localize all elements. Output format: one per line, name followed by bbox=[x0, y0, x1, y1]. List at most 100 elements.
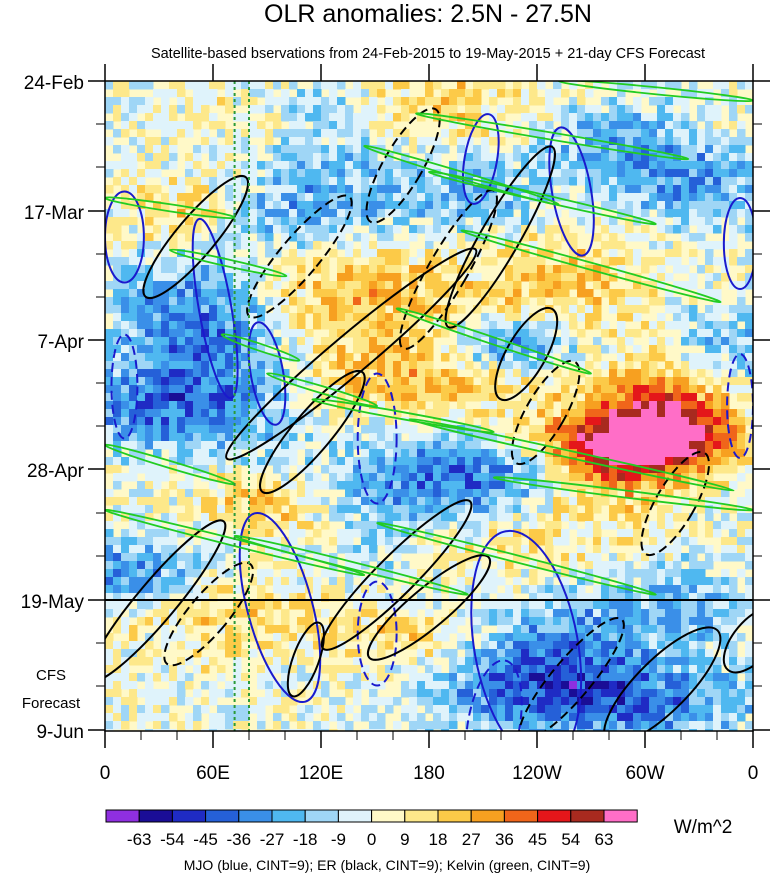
anomaly-cell bbox=[313, 641, 322, 650]
anomaly-cell bbox=[249, 441, 258, 450]
anomaly-cell bbox=[513, 553, 522, 562]
anomaly-cell bbox=[313, 361, 322, 370]
anomaly-cell bbox=[513, 673, 522, 682]
anomaly-cell bbox=[257, 465, 266, 474]
anomaly-cell bbox=[209, 161, 218, 170]
anomaly-cell bbox=[185, 481, 194, 490]
anomaly-cell bbox=[473, 553, 482, 562]
anomaly-cell bbox=[265, 593, 274, 602]
anomaly-cell bbox=[545, 585, 554, 594]
anomaly-cell bbox=[321, 377, 330, 386]
anomaly-cell bbox=[585, 593, 594, 602]
anomaly-cell bbox=[137, 497, 146, 506]
anomaly-cell bbox=[193, 105, 202, 114]
anomaly-cell bbox=[561, 625, 570, 634]
anomaly-cell bbox=[145, 385, 154, 394]
anomaly-cell bbox=[481, 593, 490, 602]
anomaly-cell bbox=[281, 569, 290, 578]
anomaly-cell bbox=[161, 105, 170, 114]
anomaly-cell bbox=[521, 233, 530, 242]
anomaly-cell bbox=[633, 449, 642, 458]
anomaly-cell bbox=[145, 545, 154, 554]
anomaly-cell bbox=[321, 641, 330, 650]
anomaly-cell bbox=[177, 121, 186, 130]
anomaly-cell bbox=[385, 81, 394, 90]
anomaly-cell bbox=[353, 617, 362, 626]
anomaly-cell bbox=[561, 265, 570, 274]
anomaly-cell bbox=[489, 457, 498, 466]
anomaly-cell bbox=[217, 441, 226, 450]
anomaly-cell bbox=[425, 649, 434, 658]
anomaly-cell bbox=[217, 273, 226, 282]
anomaly-cell bbox=[561, 569, 570, 578]
anomaly-cell bbox=[657, 521, 666, 530]
anomaly-cell bbox=[505, 233, 514, 242]
anomaly-cell bbox=[513, 481, 522, 490]
anomaly-cell bbox=[577, 177, 586, 186]
anomaly-cell bbox=[185, 625, 194, 634]
anomaly-cell bbox=[617, 473, 626, 482]
anomaly-cell bbox=[345, 137, 354, 146]
anomaly-cell bbox=[321, 193, 330, 202]
anomaly-cell bbox=[577, 145, 586, 154]
anomaly-cell bbox=[721, 361, 730, 370]
anomaly-cell bbox=[569, 97, 578, 106]
anomaly-cell bbox=[369, 249, 378, 258]
anomaly-cell bbox=[161, 177, 170, 186]
anomaly-cell bbox=[593, 433, 602, 442]
chart-subtitle: Satellite-based bservations from 24-Feb-… bbox=[151, 46, 705, 62]
anomaly-cell bbox=[657, 425, 666, 434]
anomaly-cell bbox=[521, 545, 530, 554]
anomaly-cell bbox=[417, 465, 426, 474]
anomaly-cell bbox=[265, 425, 274, 434]
anomaly-cell bbox=[329, 225, 338, 234]
anomaly-cell bbox=[409, 569, 418, 578]
anomaly-cell bbox=[321, 481, 330, 490]
anomaly-cell bbox=[601, 361, 610, 370]
anomaly-cell bbox=[385, 177, 394, 186]
anomaly-cell bbox=[681, 585, 690, 594]
anomaly-cell bbox=[425, 361, 434, 370]
anomaly-cell bbox=[137, 673, 146, 682]
anomaly-cell bbox=[617, 297, 626, 306]
anomaly-cell bbox=[249, 313, 258, 322]
anomaly-cell bbox=[113, 249, 122, 258]
anomaly-cell bbox=[145, 617, 154, 626]
anomaly-cell bbox=[537, 377, 546, 386]
anomaly-cell bbox=[545, 289, 554, 298]
anomaly-cell bbox=[545, 217, 554, 226]
anomaly-cell bbox=[697, 321, 706, 330]
anomaly-cell bbox=[305, 337, 314, 346]
anomaly-cell bbox=[329, 233, 338, 242]
anomaly-cell bbox=[489, 393, 498, 402]
anomaly-cell bbox=[265, 361, 274, 370]
anomaly-cell bbox=[137, 249, 146, 258]
anomaly-cell bbox=[545, 473, 554, 482]
anomaly-cell bbox=[529, 641, 538, 650]
anomaly-cell bbox=[353, 249, 362, 258]
anomaly-cell bbox=[537, 409, 546, 418]
anomaly-cell bbox=[713, 401, 722, 410]
anomaly-cell bbox=[561, 297, 570, 306]
anomaly-cell bbox=[745, 281, 753, 290]
anomaly-cell bbox=[721, 337, 730, 346]
anomaly-cell bbox=[729, 649, 738, 658]
anomaly-cell bbox=[657, 233, 666, 242]
anomaly-cell bbox=[697, 569, 706, 578]
anomaly-cell bbox=[649, 241, 658, 250]
anomaly-cell bbox=[241, 633, 250, 642]
anomaly-cell bbox=[457, 585, 466, 594]
anomaly-cell bbox=[385, 241, 394, 250]
anomaly-cell bbox=[649, 273, 658, 282]
anomaly-cell bbox=[465, 681, 474, 690]
anomaly-cell bbox=[161, 409, 170, 418]
anomaly-cell bbox=[569, 409, 578, 418]
anomaly-cell bbox=[569, 521, 578, 530]
anomaly-cell bbox=[225, 337, 234, 346]
anomaly-cell bbox=[593, 641, 602, 650]
anomaly-cell bbox=[393, 185, 402, 194]
anomaly-cell bbox=[617, 393, 626, 402]
anomaly-cell bbox=[409, 369, 418, 378]
anomaly-cell bbox=[609, 113, 618, 122]
